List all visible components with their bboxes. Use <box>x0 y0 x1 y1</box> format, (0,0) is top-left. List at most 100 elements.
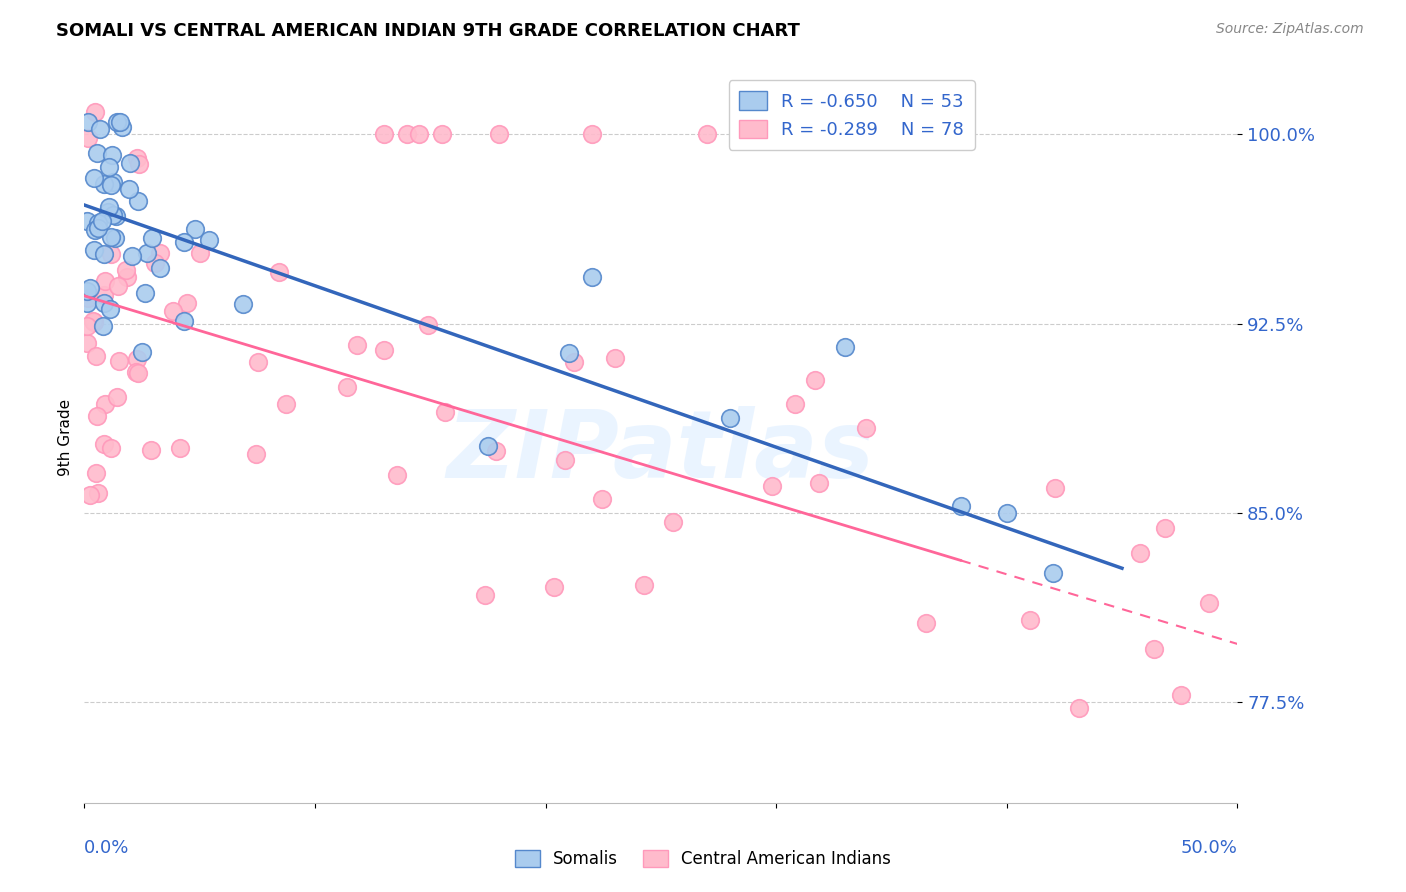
Point <box>188 246 211 260</box>
Point <box>121 249 143 263</box>
Point <box>83 315 105 329</box>
Point <box>416 318 439 332</box>
Point <box>1042 566 1064 581</box>
Point <box>662 515 685 529</box>
Point <box>76 336 98 351</box>
Text: SOMALI VS CENTRAL AMERICAN INDIAN 9TH GRADE CORRELATION CHART: SOMALI VS CENTRAL AMERICAN INDIAN 9TH GR… <box>56 22 800 40</box>
Point <box>94 397 117 411</box>
Point <box>117 270 139 285</box>
Point <box>173 313 195 327</box>
Point <box>141 231 163 245</box>
Point <box>143 255 166 269</box>
Point <box>246 355 269 369</box>
Point <box>591 491 613 506</box>
Point <box>718 410 741 425</box>
Point <box>373 343 395 357</box>
Point <box>97 204 120 219</box>
Point <box>1018 613 1040 627</box>
Point <box>93 296 115 310</box>
Point <box>949 499 972 513</box>
Point <box>1170 689 1192 703</box>
Point <box>173 235 195 250</box>
Point <box>880 128 903 142</box>
Point <box>86 409 108 423</box>
Point <box>94 274 117 288</box>
Point <box>557 346 579 360</box>
Point <box>176 295 198 310</box>
Point <box>385 467 408 482</box>
Point <box>98 301 121 316</box>
Point <box>581 128 603 142</box>
Point <box>995 506 1018 520</box>
Point <box>485 444 508 458</box>
Point <box>93 177 115 191</box>
Point <box>108 115 131 129</box>
Point <box>834 340 856 354</box>
Point <box>79 488 101 502</box>
Point <box>396 128 419 142</box>
Point <box>86 146 108 161</box>
Point <box>169 441 191 455</box>
Point <box>76 296 98 310</box>
Point <box>488 128 510 142</box>
Point <box>84 467 107 481</box>
Point <box>1069 701 1091 715</box>
Point <box>267 264 290 278</box>
Point <box>162 304 184 318</box>
Point <box>787 128 810 142</box>
Point <box>149 246 172 260</box>
Point <box>77 291 100 305</box>
Point <box>128 157 150 171</box>
Point <box>125 365 148 379</box>
Point <box>84 105 107 120</box>
Point <box>87 216 110 230</box>
Point <box>118 182 141 196</box>
Point <box>696 128 718 142</box>
Point <box>346 337 368 351</box>
Point <box>101 175 124 189</box>
Point <box>184 221 207 235</box>
Point <box>125 151 148 165</box>
Point <box>127 352 149 367</box>
Point <box>93 288 115 302</box>
Y-axis label: 9th Grade: 9th Grade <box>58 399 73 475</box>
Text: Source: ZipAtlas.com: Source: ZipAtlas.com <box>1216 22 1364 37</box>
Point <box>98 160 121 174</box>
Point <box>198 233 221 247</box>
Point <box>1154 521 1177 535</box>
Point <box>408 128 430 142</box>
Point <box>108 354 131 368</box>
Point <box>98 200 121 214</box>
Point <box>76 115 98 129</box>
Point <box>107 279 129 293</box>
Point <box>87 221 110 235</box>
Point <box>76 130 98 145</box>
Point <box>100 178 122 192</box>
Point <box>91 214 114 228</box>
Point <box>115 263 138 277</box>
Point <box>581 269 603 284</box>
Point <box>127 194 149 208</box>
Point <box>87 486 110 500</box>
Text: ZIPatlas: ZIPatlas <box>447 406 875 498</box>
Point <box>76 284 98 298</box>
Point <box>100 230 122 244</box>
Point <box>76 319 98 334</box>
Point <box>83 170 105 185</box>
Point <box>783 396 806 410</box>
Point <box>433 405 456 419</box>
Point <box>232 297 254 311</box>
Point <box>603 351 626 365</box>
Point <box>543 580 565 594</box>
Point <box>83 315 105 329</box>
Point <box>1198 596 1220 610</box>
Point <box>100 441 122 455</box>
Point <box>89 122 111 136</box>
Point <box>276 397 298 411</box>
Point <box>100 247 122 261</box>
Point <box>562 354 585 368</box>
Point <box>245 447 267 461</box>
Point <box>633 578 655 592</box>
Point <box>1129 546 1152 560</box>
Point <box>139 442 162 457</box>
